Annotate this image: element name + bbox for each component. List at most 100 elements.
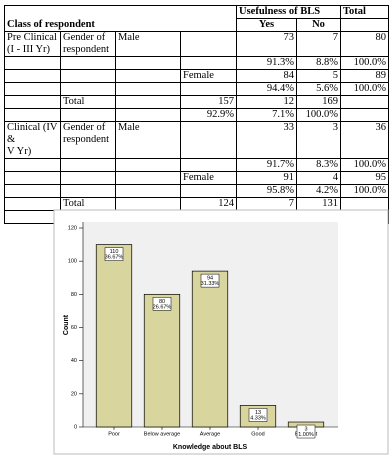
cell bbox=[180, 56, 237, 70]
cell bbox=[180, 31, 237, 57]
table-row: Pre Clinical (I - III Yr) Gender of respo… bbox=[4, 31, 390, 57]
chart: Count Knowledge about BLS 0 20 40 60 80 100 12… bbox=[53, 209, 389, 455]
y-tick-label: 0 bbox=[74, 424, 77, 430]
table-row: Total 157 12 169 bbox=[4, 95, 390, 109]
cell bbox=[340, 95, 390, 109]
cell: 5.6% bbox=[295, 82, 342, 96]
header-cell: Usefulness of BLS bbox=[235, 5, 342, 19]
cell: 100.0% bbox=[340, 158, 390, 172]
cell: Female bbox=[180, 171, 237, 185]
cell: 94.4% bbox=[236, 82, 297, 96]
x-axis-label: Knowledge about BLS bbox=[173, 444, 248, 451]
cell bbox=[340, 108, 390, 122]
cell: 7 bbox=[295, 31, 342, 57]
cell: Clinical (IV & V Yr) bbox=[4, 121, 61, 159]
cell: 91.3% bbox=[236, 56, 297, 70]
cell: Male bbox=[115, 121, 181, 159]
table-row: Clinical (IV & V Yr) Gender of respondent… bbox=[4, 121, 390, 159]
cell: 100.0% bbox=[340, 56, 390, 70]
cell: 36 bbox=[340, 121, 390, 159]
cell bbox=[60, 82, 116, 96]
cell bbox=[340, 18, 390, 32]
cell bbox=[115, 184, 181, 198]
header-cell: Class of respondent bbox=[4, 18, 237, 32]
cell: 3 bbox=[295, 121, 342, 159]
cell bbox=[60, 56, 116, 70]
table-row: 92.9% 7.1% 100.0% bbox=[4, 108, 390, 122]
table-row: 95.8% 4.2% 100.0% bbox=[4, 184, 390, 198]
table-row: 91.7% 8.3% 100.0% bbox=[4, 158, 390, 172]
x-tick-label: Average bbox=[200, 431, 220, 437]
header-cell: Yes bbox=[236, 18, 297, 32]
cell: 92.9% bbox=[180, 108, 237, 122]
bar bbox=[191, 270, 229, 428]
y-tick-label: 40 bbox=[71, 358, 77, 364]
cell bbox=[115, 171, 181, 185]
header-cell: Total bbox=[340, 5, 390, 19]
cell bbox=[4, 108, 61, 122]
cell: 89 bbox=[340, 69, 390, 83]
cell bbox=[115, 158, 181, 172]
cell bbox=[180, 158, 237, 172]
percent-label: 31.33% bbox=[201, 281, 220, 287]
cell: 5 bbox=[295, 69, 342, 83]
bar bbox=[143, 293, 181, 428]
cell bbox=[180, 121, 237, 159]
cell: 157 bbox=[180, 95, 237, 109]
cell bbox=[60, 69, 116, 83]
value-label: 3 bbox=[304, 426, 307, 432]
cell: 91 bbox=[236, 171, 297, 185]
cell bbox=[60, 184, 116, 198]
cell: Male bbox=[115, 31, 181, 57]
x-tick-label: Poor bbox=[108, 431, 120, 437]
percent-label: 26.67% bbox=[153, 304, 172, 310]
cell: 12 bbox=[236, 95, 297, 109]
cell: 4 bbox=[295, 171, 342, 185]
table-row: 91.3% 8.8% 100.0% bbox=[4, 56, 390, 70]
cell: 91.7% bbox=[236, 158, 297, 172]
cell bbox=[4, 82, 61, 96]
cell: 84 bbox=[236, 69, 297, 83]
table-row: Female 91 4 95 bbox=[4, 171, 390, 185]
value-label: 80 bbox=[159, 299, 165, 305]
x-tick-label: Below average bbox=[144, 431, 180, 437]
label-box bbox=[200, 273, 220, 288]
cell: Pre Clinical (I - III Yr) bbox=[4, 31, 61, 57]
value-label: 110 bbox=[110, 249, 119, 255]
cell bbox=[4, 184, 61, 198]
cell: 95 bbox=[340, 171, 390, 185]
header-cell: No bbox=[295, 18, 342, 32]
x-tick-label: Good bbox=[251, 431, 264, 437]
cell bbox=[4, 171, 61, 185]
cell: 33 bbox=[236, 121, 297, 159]
y-tick-label: 20 bbox=[71, 391, 77, 397]
cell: 95.8% bbox=[236, 184, 297, 198]
data-table: Usefulness of BLS Total Class of responde… bbox=[4, 5, 390, 224]
cell bbox=[115, 56, 181, 70]
y-tick-label: 60 bbox=[71, 325, 77, 331]
cell: 4.2% bbox=[295, 184, 342, 198]
cell: 8.3% bbox=[295, 158, 342, 172]
cell: Total bbox=[60, 95, 116, 109]
cell: 100.0% bbox=[340, 82, 390, 96]
cell bbox=[60, 171, 116, 185]
percent-label: 4.33% bbox=[250, 415, 266, 421]
bar bbox=[95, 244, 133, 428]
cell bbox=[115, 108, 181, 122]
y-tick-label: 80 bbox=[71, 292, 77, 298]
cell bbox=[4, 95, 61, 109]
cell: 100.0% bbox=[340, 184, 390, 198]
cell: Gender of respondent bbox=[60, 31, 116, 57]
value-label: 94 bbox=[207, 276, 213, 282]
cell bbox=[180, 82, 237, 96]
cell bbox=[4, 158, 61, 172]
label-box bbox=[104, 247, 124, 261]
cell: 73 bbox=[236, 31, 297, 57]
cell: 169 bbox=[295, 95, 342, 109]
percent-label: 36.67% bbox=[105, 255, 124, 261]
label-box bbox=[152, 297, 172, 311]
table-row: 94.4% 5.6% 100.0% bbox=[4, 82, 390, 96]
cell: Gender of respondent bbox=[60, 121, 116, 159]
y-axis-label: Count bbox=[63, 314, 70, 335]
